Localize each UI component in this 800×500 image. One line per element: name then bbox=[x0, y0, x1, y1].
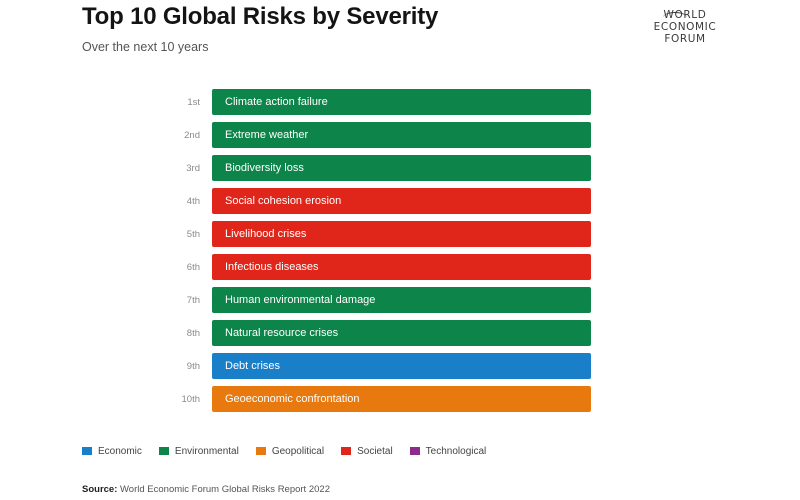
rank-label: 1st bbox=[187, 97, 200, 108]
legend-label: Geopolitical bbox=[271, 445, 325, 457]
risk-bar: Human environmental damage bbox=[212, 287, 591, 313]
rank-label: 5th bbox=[186, 229, 200, 240]
risk-bar: Social cohesion erosion bbox=[212, 188, 591, 214]
source-text: World Economic Forum Global Risks Report… bbox=[117, 484, 330, 495]
rank-label: 7th bbox=[186, 295, 200, 306]
rank-label: 2nd bbox=[184, 130, 200, 141]
risk-bar: Debt crises bbox=[212, 353, 591, 379]
legend-label: Technological bbox=[425, 445, 487, 457]
legend-swatch bbox=[158, 447, 169, 455]
page-title: Top 10 Global Risks by Severity bbox=[82, 3, 439, 30]
rank-label: 6th bbox=[186, 262, 200, 273]
source-label: Source: bbox=[82, 484, 118, 495]
chart-legend: Economic Environmental Geopolitical Societa… bbox=[82, 444, 503, 458]
risk-bar: Geoeconomic confrontation bbox=[212, 386, 591, 412]
rank-label: 3rd bbox=[186, 163, 200, 174]
legend-item: Societal bbox=[341, 446, 393, 457]
legend-item: Technological bbox=[409, 445, 487, 457]
wef-logo: WORLD ECONOMIC FORUM bbox=[640, 9, 730, 45]
rank-label: 9th bbox=[186, 361, 200, 372]
risk-bar: Climate action failure bbox=[212, 89, 591, 115]
rank-label: 4th bbox=[186, 196, 200, 207]
risk-bar: Natural resource crises bbox=[212, 320, 591, 346]
rank-label: 10th bbox=[181, 394, 201, 405]
logo-arc-icon bbox=[663, 12, 687, 23]
legend-item: Environmental bbox=[158, 445, 239, 457]
legend-swatch bbox=[255, 447, 266, 455]
legend-item: Geopolitical bbox=[255, 445, 325, 457]
legend-swatch bbox=[409, 447, 420, 455]
logo-line: FORUM bbox=[664, 33, 706, 45]
source-note: Source: World Economic Forum Global Risk… bbox=[82, 484, 330, 495]
legend-label: Societal bbox=[357, 445, 393, 457]
page-subtitle: Over the next 10 years bbox=[82, 40, 209, 54]
logo-line: ECONOMIC bbox=[653, 21, 717, 33]
legend-label: Environmental bbox=[174, 445, 239, 457]
risk-bar: Biodiversity loss bbox=[212, 155, 591, 181]
legend-swatch bbox=[82, 447, 92, 455]
risk-bar: Infectious diseases bbox=[212, 254, 591, 280]
legend-label: Economic bbox=[98, 445, 142, 457]
risk-bar: Livelihood crises bbox=[212, 221, 591, 247]
legend-swatch bbox=[341, 447, 352, 455]
rank-label: 8th bbox=[186, 328, 200, 339]
risk-bar: Extreme weather bbox=[212, 122, 591, 148]
legend-item: Economic bbox=[82, 446, 142, 457]
